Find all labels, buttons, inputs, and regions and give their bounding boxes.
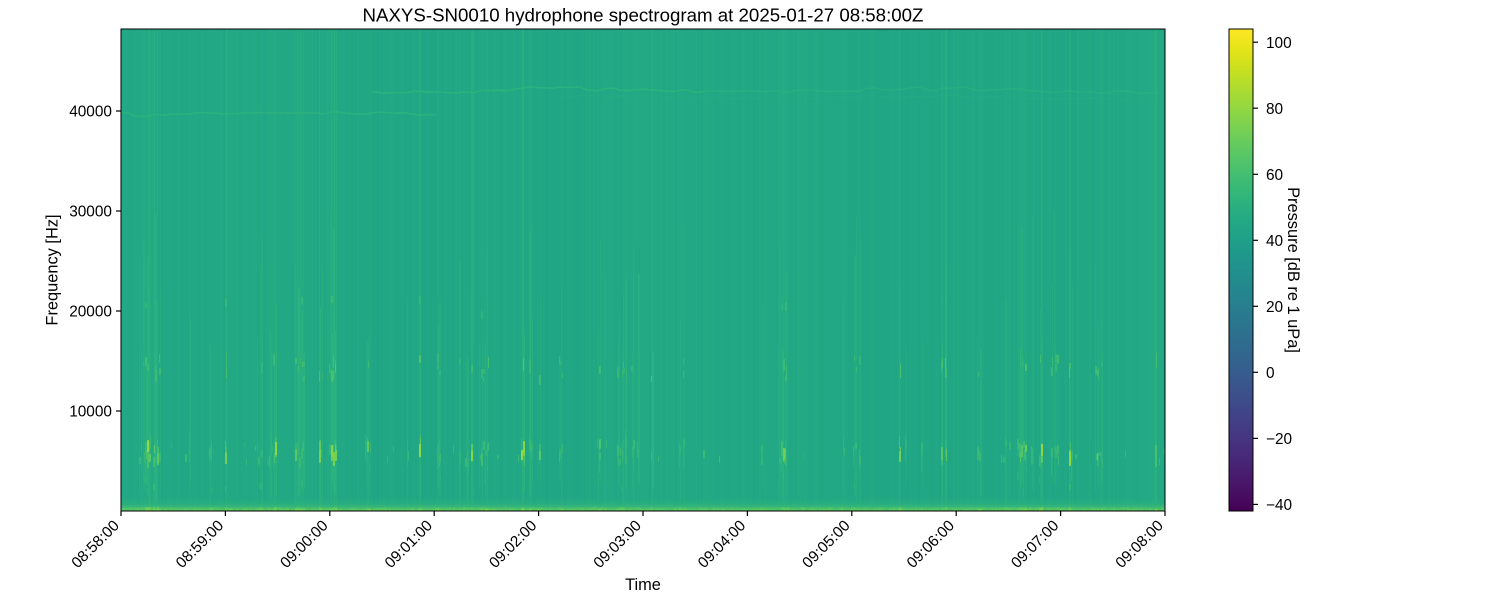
svg-text:20000: 20000	[69, 304, 112, 321]
svg-text:NAXYS-SN0010 hydrophone spectr: NAXYS-SN0010 hydrophone spectrogram at 2…	[363, 5, 924, 26]
svg-text:60: 60	[1266, 167, 1283, 184]
svg-text:80: 80	[1266, 101, 1283, 118]
svg-text:−20: −20	[1266, 431, 1292, 448]
svg-text:40: 40	[1266, 233, 1283, 250]
svg-text:100: 100	[1266, 35, 1292, 52]
svg-text:−40: −40	[1266, 497, 1292, 514]
svg-text:0: 0	[1266, 365, 1275, 382]
svg-text:30000: 30000	[69, 204, 112, 221]
svg-text:Pressure [dB re 1 uPa]: Pressure [dB re 1 uPa]	[1284, 187, 1302, 353]
svg-text:Frequency [Hz]: Frequency [Hz]	[43, 214, 61, 325]
svg-text:20: 20	[1266, 299, 1283, 316]
svg-text:40000: 40000	[69, 104, 112, 121]
svg-text:10000: 10000	[69, 404, 112, 421]
svg-text:Time: Time	[625, 576, 661, 594]
